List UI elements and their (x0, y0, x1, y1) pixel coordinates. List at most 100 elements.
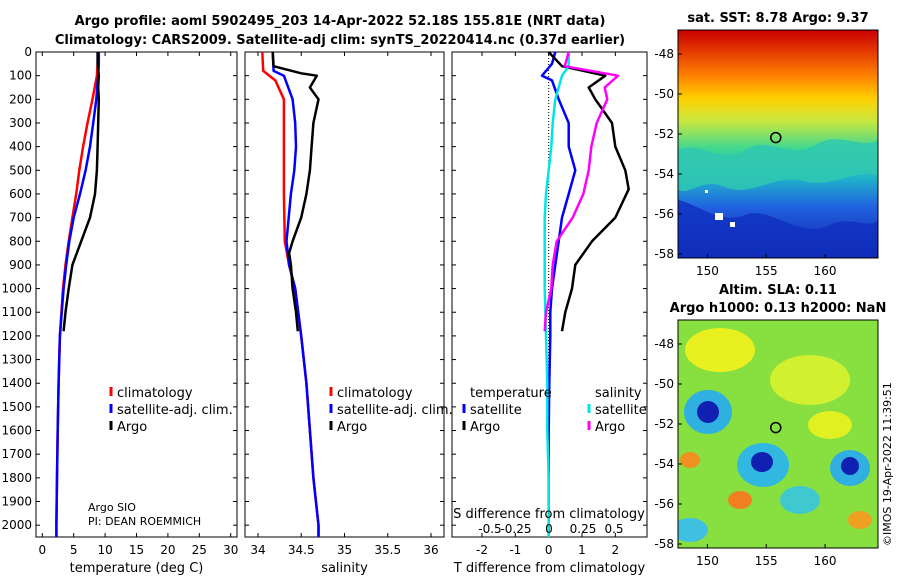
sla-blue-eddy-3 (841, 457, 859, 475)
difference-series-1 (547, 51, 630, 332)
sla-blue-eddy-1 (697, 401, 719, 423)
argo-annotation-line2: PI: DEAN ROEMMICH (88, 515, 201, 528)
sst-map (678, 30, 878, 258)
sla-map-title-line2: Argo h1000: 0.13 h2000: NaN (670, 301, 887, 316)
xtick-label: 20 (160, 543, 175, 557)
xtick-label: -1 (509, 543, 521, 557)
xtick-label: 35.5 (374, 543, 401, 557)
salinity-frame (244, 51, 445, 538)
map-ytick-label: -52 (654, 127, 674, 141)
xtick-label: 36 (423, 543, 438, 557)
argo-location-marker (770, 421, 782, 434)
map-ytick-label: -48 (654, 337, 674, 351)
sla-map-axes: 150 155 160 -48 -50 -52 -54 -56 -58 (654, 337, 836, 568)
diff-legend-left-label-0: satellite (470, 403, 522, 418)
salinity-panel: 34 34.5 35 35.5 36 salinity climatology satelli… (244, 51, 453, 576)
sst-map-title: sat. SST: 8.78 Argo: 9.37 (687, 11, 868, 26)
ytick-label: 400 (9, 140, 32, 154)
ytick-label: 1800 (1, 471, 32, 485)
sla-orange-blob-1 (728, 491, 752, 509)
xtick-label: 35 (337, 543, 352, 557)
sla-cyan-blob-4 (780, 486, 820, 514)
sst-land-mask-1 (715, 213, 723, 220)
map-xtick-label: 155 (755, 264, 778, 278)
map-ytick-label: -58 (654, 537, 674, 551)
map-xtick-label: 150 (696, 264, 719, 278)
temperature-panel: 0100200300400500600700800900100011001200… (1, 45, 238, 576)
sla-map-title-line1: Altim. SLA: 0.11 (719, 283, 837, 298)
xtick-label: 2 (612, 543, 620, 557)
map-ytick-label: -54 (654, 457, 674, 471)
ytick-label: 300 (9, 116, 32, 130)
sla-yellow-blob-3 (808, 411, 852, 439)
sal-legend-label-1: satellite-adj. clim. (337, 403, 453, 418)
ytick-label: 1000 (1, 282, 32, 296)
map-ytick-label: -58 (654, 247, 674, 261)
ytick-label: 1600 (1, 424, 32, 438)
diff-legend-right-title: salinity (595, 386, 642, 401)
difference-panel: -2 -1 0 1 2 T difference from climatology temp… (451, 51, 648, 576)
xtick-label: 25 (192, 543, 207, 557)
temperature-xlabel: temperature (deg C) (70, 561, 204, 576)
temperature-frame (35, 51, 238, 538)
xtick-label: -2 (476, 543, 488, 557)
diff-legend-right-label-0: satellite (595, 403, 647, 418)
map-ytick-label: -56 (654, 207, 674, 221)
sla-yellow-blob-2 (770, 355, 850, 405)
map-xtick-label: 160 (814, 554, 837, 568)
sal-legend-label-2: Argo (337, 420, 367, 435)
xtick-label: 1 (578, 543, 586, 557)
map-ytick-label: -50 (654, 377, 674, 391)
ytick-label: 1300 (1, 353, 32, 367)
ytick-label: 700 (9, 211, 32, 225)
map-ytick-label: -50 (654, 87, 674, 101)
ytick-label: 1700 (1, 447, 32, 461)
difference-xlabel: T difference from climatology (453, 561, 646, 576)
map-xtick-label: 155 (755, 554, 778, 568)
sla-yellow-blob-1 (685, 328, 755, 372)
ytick-label: 1400 (1, 376, 32, 390)
salinity-series-2 (271, 51, 320, 332)
ytick-label: 1200 (1, 329, 32, 343)
argo-location-marker (770, 131, 782, 144)
xtick-label: 10 (97, 543, 112, 557)
sal-legend-label-0: climatology (337, 386, 413, 401)
map-ytick-label: -54 (654, 167, 674, 181)
title-line2: Climatology: CARS2009. Satellite-adj cli… (55, 33, 625, 48)
diff-top-tick-label: -0.5 (478, 522, 501, 536)
diff-top-tick-label: 0.5 (604, 522, 623, 536)
sst-front-patch (678, 139, 878, 192)
temp-legend-label-1: satellite-adj. clim. (117, 403, 233, 418)
xtick-label: 15 (129, 543, 144, 557)
ytick-label: 900 (9, 258, 32, 272)
xtick-label: 0 (545, 543, 553, 557)
ytick-label: 2000 (1, 518, 32, 532)
xtick-label: 0 (38, 543, 46, 557)
sla-blue-eddy-2 (751, 452, 773, 472)
map-xtick-label: 160 (814, 264, 837, 278)
xtick-label: 30 (223, 543, 238, 557)
temperature-series-1 (55, 52, 101, 537)
temp-legend-label-2: Argo (117, 420, 147, 435)
sla-map (678, 320, 878, 548)
xtick-label: 5 (70, 543, 78, 557)
sst-land-mask-3 (705, 190, 708, 193)
temperature-series-2 (62, 52, 101, 332)
map-ytick-label: -48 (654, 47, 674, 61)
title-line1: Argo profile: aoml 5902495_203 14-Apr-20… (75, 14, 606, 29)
ytick-label: 200 (9, 92, 32, 106)
salinity-series-1 (271, 51, 320, 537)
sla-orange-blob-2 (680, 452, 700, 468)
ytick-label: 800 (9, 234, 32, 248)
sla-map-frame (677, 319, 879, 549)
map-xtick-label: 150 (696, 554, 719, 568)
difference-series-0 (540, 51, 577, 537)
sst-map-frame (677, 29, 879, 259)
salinity-xlabel: salinity (321, 561, 368, 576)
ytick-label: 0 (24, 45, 32, 59)
xtick-label: 34.5 (288, 543, 315, 557)
ytick-label: 600 (9, 187, 32, 201)
sst-land-mask-2 (730, 222, 735, 227)
xtick-label: 34 (250, 543, 265, 557)
